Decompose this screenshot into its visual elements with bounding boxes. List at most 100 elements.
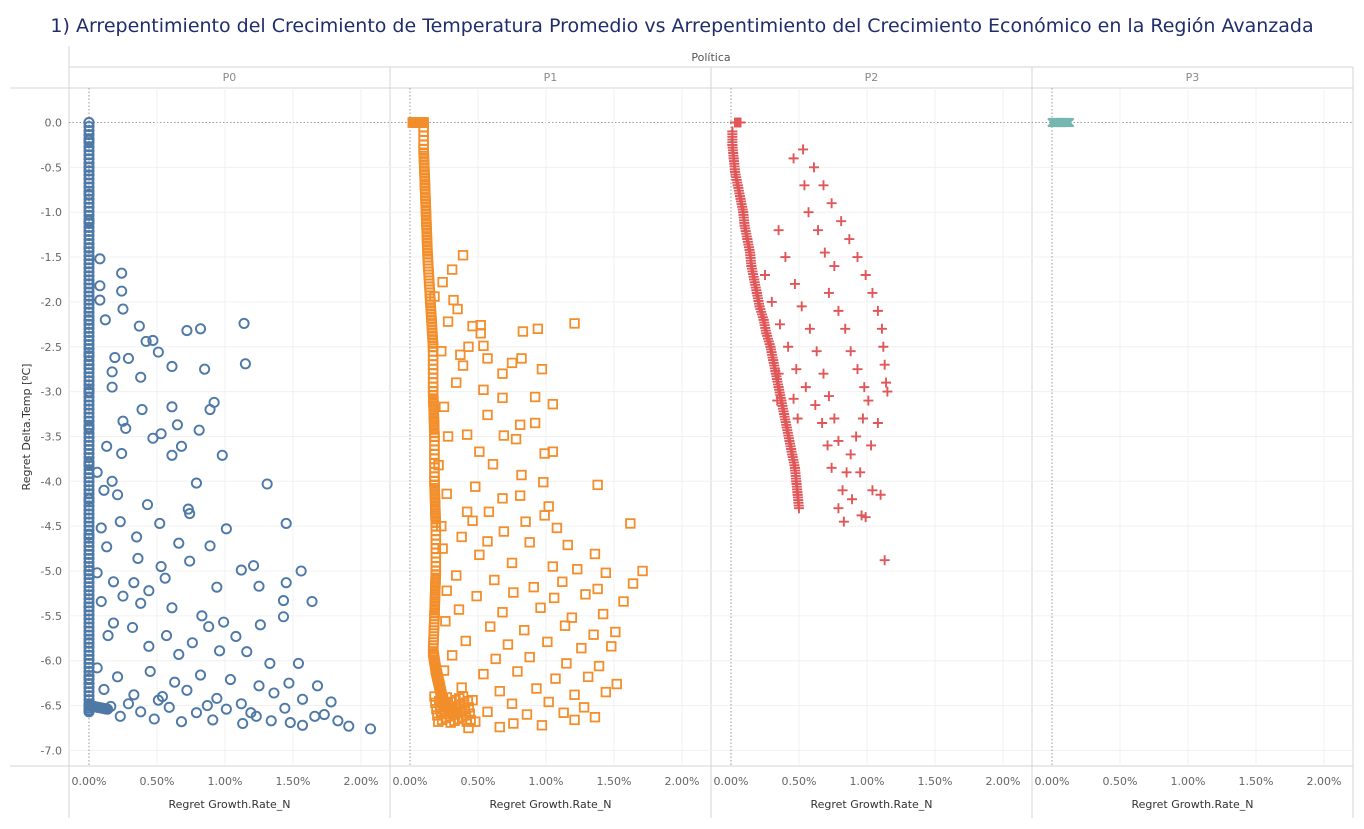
data-point [760,269,770,280]
data-point [823,391,834,402]
data-point [852,364,863,375]
data-point [535,602,546,613]
data-point [429,610,440,622]
data-point [426,319,437,330]
data-point [83,375,95,387]
data-point [792,413,803,424]
data-point [83,641,95,653]
data-point [876,323,887,334]
y-tick-label: -3.5 [41,430,62,443]
data-point [166,401,178,413]
data-point [83,529,95,541]
x-tick-label: 0.00% [714,775,749,788]
data-point [94,280,106,292]
data-point [98,683,110,695]
data-point [728,153,739,164]
data-point [83,221,95,233]
data-point [186,637,198,649]
data-point [253,680,265,692]
data-point [254,619,266,631]
data-point [453,604,465,615]
data-point [237,717,249,730]
data-point [576,642,587,654]
data-point [800,382,811,393]
data-point [423,275,435,287]
data-point [529,417,541,429]
data-point [166,449,178,461]
data-point [83,443,95,456]
data-point [154,517,166,530]
facet-label: P3 [1186,71,1200,84]
data-point [421,215,432,227]
data-point [280,517,292,530]
data-point [83,480,95,492]
data-point [173,537,185,549]
data-point [83,629,95,641]
data-point [83,686,95,698]
data-point [532,323,544,335]
data-point [131,531,143,543]
data-point [774,319,785,330]
data-point [83,532,95,544]
data-point [83,298,95,310]
data-point [277,611,290,623]
x-tick-label: 0.00% [1035,775,1070,788]
data-point [606,641,617,652]
data-point [474,549,485,561]
data-point [423,260,434,272]
data-point [826,198,837,209]
data-point [194,323,207,335]
data-point [83,149,95,161]
data-point [83,314,95,326]
data-point [428,628,440,639]
data-point [867,287,878,298]
data-point [171,419,183,431]
data-point [618,596,629,607]
data-point [422,251,433,263]
y-axis-title: Regret Delta.Temp [ºC] [20,364,33,491]
data-point [779,409,790,420]
data-point [506,357,518,369]
data-point [83,338,95,351]
data-points [83,116,1075,735]
data-point [836,216,847,227]
data-point [83,493,95,505]
data-point [1065,117,1075,128]
data-point [787,449,798,460]
data-point [822,440,833,451]
data-point [332,715,344,727]
data-point [116,447,128,460]
y-tick-label: -6.0 [41,655,62,668]
data-point [248,560,260,572]
data-point [114,710,126,722]
data-point [446,650,458,661]
data-point [460,635,471,647]
data-point [799,180,810,191]
data-point [426,322,438,333]
data-point [456,531,467,543]
data-point [547,398,559,410]
data-point [83,318,95,330]
data-point [83,310,95,322]
data-point [83,451,95,464]
data-point [280,577,292,589]
data-point [436,520,447,532]
data-point [241,646,253,658]
data-point [83,129,95,141]
data-point [557,576,568,587]
data-point [773,382,784,393]
data-point [1063,117,1073,128]
data-point [193,424,205,436]
data-point [502,639,514,650]
x-tick-label: 1.00% [850,775,885,788]
data-point [107,576,120,588]
data-point [166,602,178,614]
data-point [196,610,208,622]
data-point [514,419,526,430]
data-point [83,609,95,621]
data-point [551,522,563,534]
data-point [83,544,95,556]
data-point [482,706,493,718]
data-point [122,698,134,710]
data-point [83,306,95,318]
